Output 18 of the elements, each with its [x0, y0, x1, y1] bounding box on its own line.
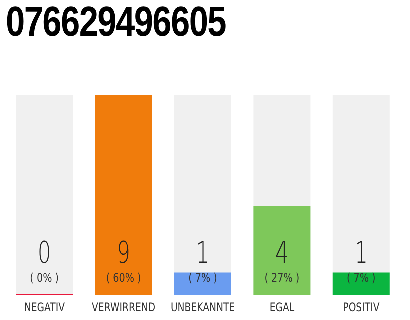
x-tick-label: NEGATIV	[24, 300, 66, 315]
x-tick-label: UNBEKANNTE	[170, 300, 236, 315]
data-label: 1	[196, 236, 210, 272]
x-tick-label: POSITIV	[343, 300, 380, 315]
x-tick-label: EGAL	[270, 300, 295, 315]
annotation: ( 7% )	[346, 270, 376, 286]
annotation: ( 27% )	[264, 270, 300, 286]
annotation: ( 7% )	[188, 270, 218, 286]
bar	[174, 272, 232, 295]
annotation: ( 0% )	[30, 270, 59, 286]
bar	[332, 272, 390, 295]
chart-title: 076629496605	[6, 0, 226, 45]
data-label: 9	[117, 236, 130, 272]
data-label: 0	[38, 236, 52, 272]
x-tick-label: VERWIRREND	[92, 300, 156, 315]
data-label: 4	[276, 236, 289, 272]
data-label: 1	[354, 236, 368, 272]
annotation: ( 60% )	[106, 270, 142, 286]
